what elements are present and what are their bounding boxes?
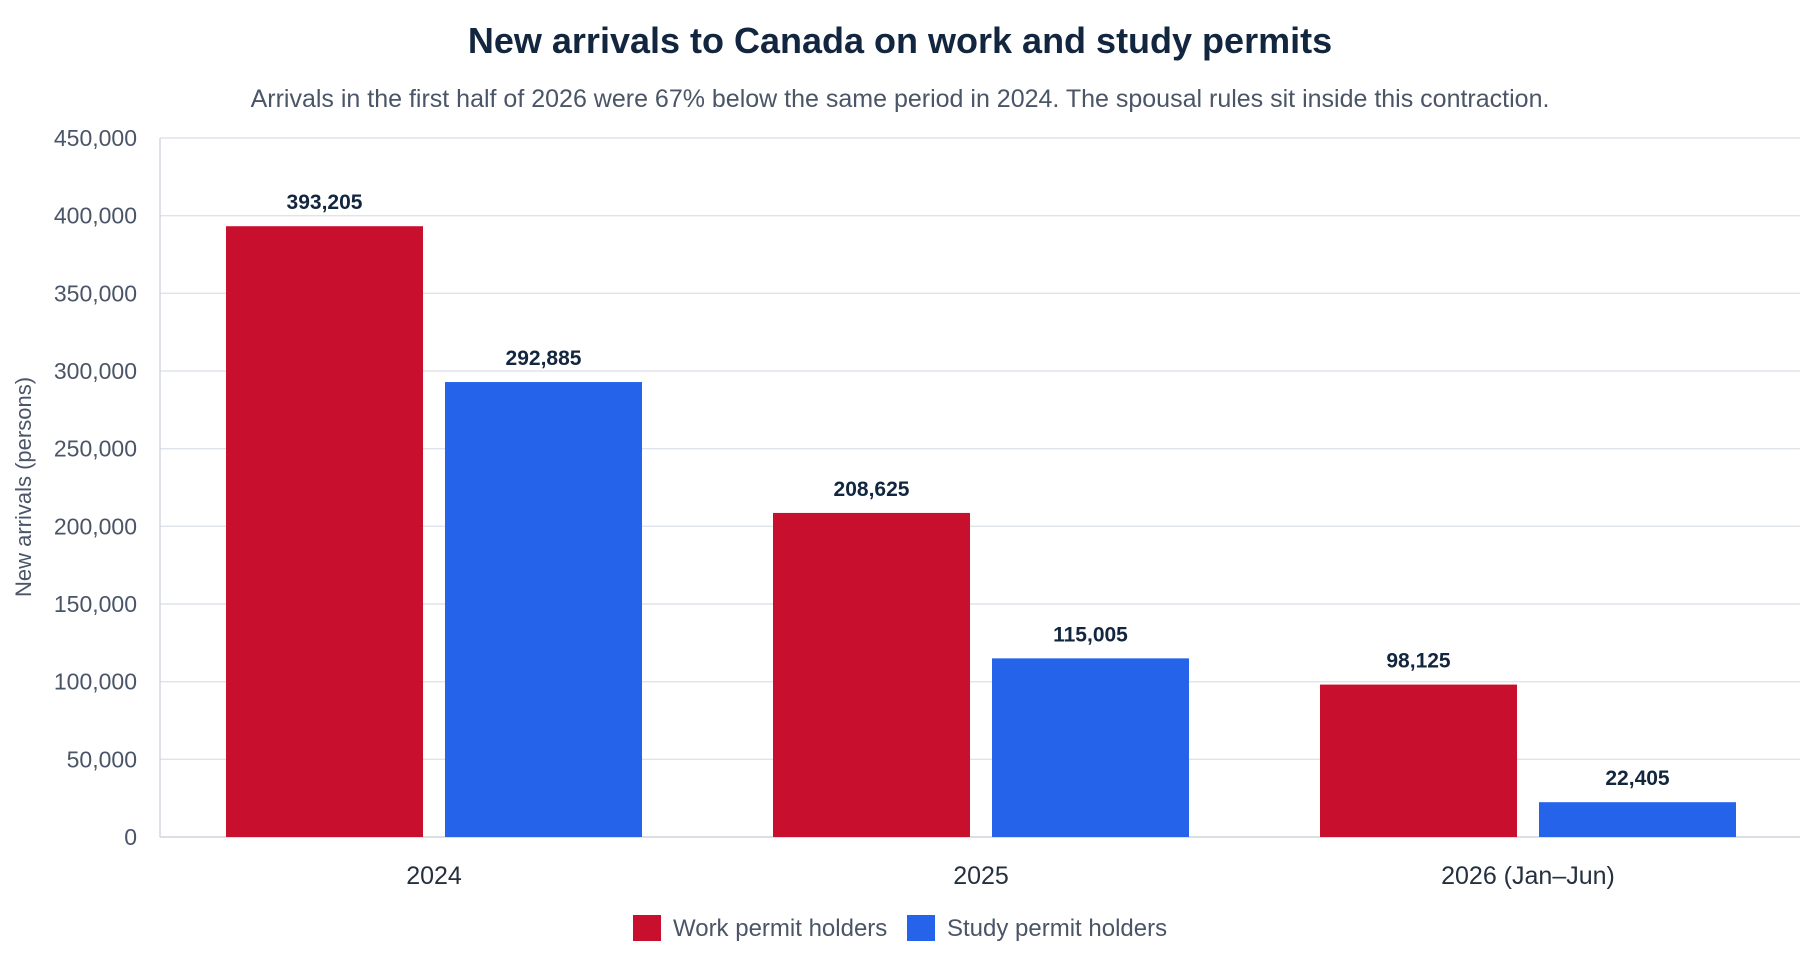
y-tick-label: 350,000 — [54, 280, 137, 306]
y-axis-title: New arrivals (persons) — [11, 377, 36, 597]
y-tick-label: 450,000 — [54, 125, 137, 151]
y-tick-label: 50,000 — [67, 746, 137, 772]
bar-work-permit-holders — [1320, 684, 1517, 837]
x-tick-label: 2026 (Jan–Jun) — [1441, 862, 1615, 890]
y-tick-label: 0 — [124, 824, 137, 850]
y-tick-label: 200,000 — [54, 513, 137, 539]
x-tick-label: 2025 — [953, 862, 1009, 890]
data-label: 292,885 — [506, 347, 582, 370]
data-label: 208,625 — [834, 478, 910, 501]
legend-item-study-permit-holders[interactable]: Study permit holders — [907, 915, 1167, 942]
data-labels: 393,205 208,625 98,125 292,885 115,005 22,405 — [287, 191, 1670, 790]
bar-study-permit-holders — [992, 658, 1189, 837]
y-tick-label: 250,000 — [54, 436, 137, 462]
y-tick-label: 100,000 — [54, 669, 137, 695]
data-label: 115,005 — [1053, 623, 1128, 646]
legend-item-work-permit-holders[interactable]: Work permit holders — [633, 915, 887, 942]
bar-study-permit-holders — [445, 382, 642, 837]
data-label: 22,405 — [1605, 767, 1670, 790]
legend: Work permit holders Study permit holders — [633, 915, 1167, 942]
legend-label: Study permit holders — [947, 915, 1167, 942]
y-tick-label: 300,000 — [54, 358, 137, 384]
chart-subtitle: Arrivals in the first half of 2026 were … — [251, 85, 1550, 113]
x-axis: 2024 2025 2026 (Jan–Jun) — [406, 862, 1615, 890]
chart-title: New arrivals to Canada on work and study… — [468, 20, 1332, 61]
legend-label: Work permit holders — [673, 915, 887, 942]
bars — [226, 226, 1736, 838]
data-label: 98,125 — [1386, 650, 1451, 673]
bar-study-permit-holders — [1539, 802, 1736, 837]
data-label: 393,205 — [287, 191, 363, 214]
x-tick-label: 2024 — [406, 862, 462, 890]
legend-swatch — [907, 915, 935, 941]
gridlines: 0 50,000 100,000 150,000 200,000 250,000 300,0… — [54, 125, 1800, 850]
y-tick-label: 150,000 — [54, 591, 137, 617]
bar-work-permit-holders — [773, 512, 970, 837]
bar-work-permit-holders — [226, 226, 423, 838]
y-tick-label: 400,000 — [54, 203, 137, 229]
legend-swatch — [633, 915, 661, 941]
